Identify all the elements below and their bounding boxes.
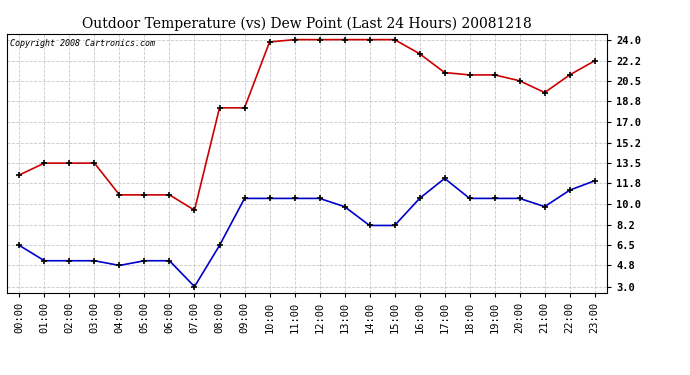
- Text: Copyright 2008 Cartronics.com: Copyright 2008 Cartronics.com: [10, 39, 155, 48]
- Title: Outdoor Temperature (vs) Dew Point (Last 24 Hours) 20081218: Outdoor Temperature (vs) Dew Point (Last…: [82, 17, 532, 31]
